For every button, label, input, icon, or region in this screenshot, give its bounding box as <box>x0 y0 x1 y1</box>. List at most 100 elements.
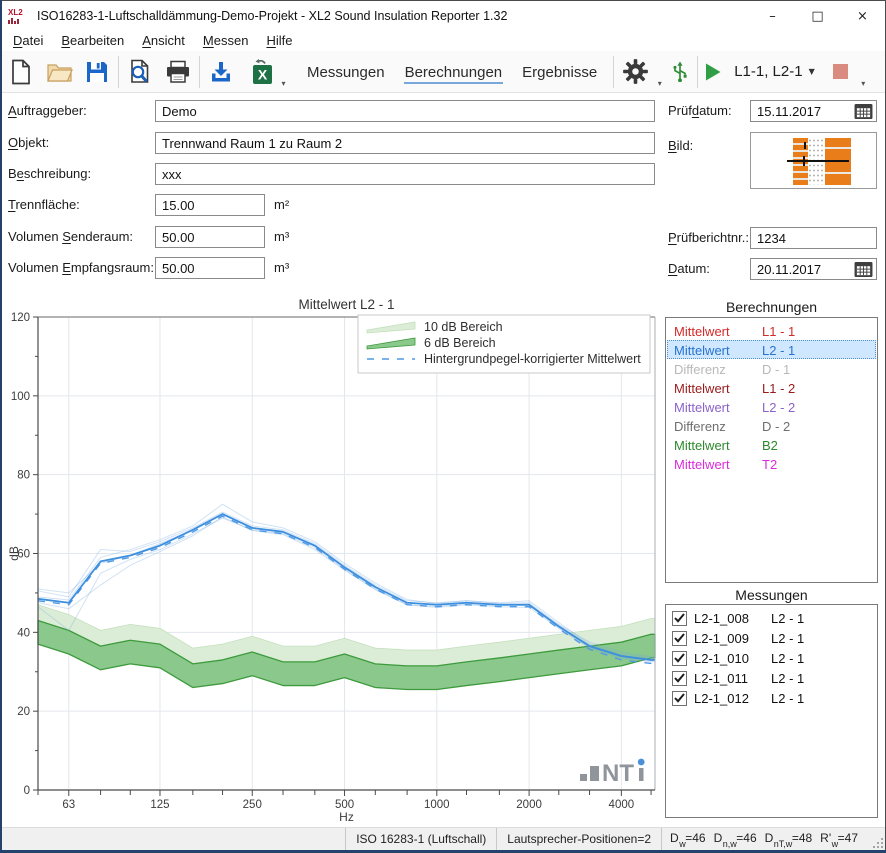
messung-checkbox[interactable] <box>672 691 687 706</box>
messung-checkbox[interactable] <box>672 671 687 686</box>
maximize-button[interactable]: □ <box>795 1 840 31</box>
messungen-list: L2-1_008L2 - 1L2-1_009L2 - 1L2-1_010L2 -… <box>665 604 878 818</box>
datum-calendar-icon[interactable] <box>853 260 874 278</box>
measurement-selector[interactable]: L1-1, L2-1 <box>734 63 802 80</box>
berechnung-row[interactable]: MittelwertT2 <box>667 454 876 473</box>
messung-row[interactable]: L2-1_010L2 - 1 <box>666 648 877 668</box>
messung-target: L2 - 1 <box>771 651 804 666</box>
beschreibung-input[interactable] <box>155 163 655 185</box>
tab-berechnungen[interactable]: Berechnungen <box>395 58 513 86</box>
chart-title: Mittelwert L2 - 1 <box>298 297 394 312</box>
window-controls: – □ × <box>750 1 885 31</box>
close-button[interactable]: × <box>840 1 885 31</box>
berechnung-row[interactable]: MittelwertB2 <box>667 435 876 454</box>
window-title: ISO16283-1-Luftschalldämmung-Demo-Projek… <box>37 9 507 23</box>
play-button[interactable] <box>700 53 726 91</box>
messung-target: L2 - 1 <box>771 611 804 626</box>
messung-name: L2-1_012 <box>694 691 771 706</box>
import-measurements-button[interactable] <box>202 53 240 91</box>
pruefdatum-label: Prüfdatum: <box>668 100 732 122</box>
chart-svg: 02040608010012063125250500100020004000Mi… <box>8 295 658 825</box>
excel-export-button[interactable]: X <box>240 53 278 91</box>
toolbar-separator <box>199 56 200 88</box>
berechnung-type: Mittelwert <box>668 455 762 472</box>
toolbar-overflow-chevron[interactable]: ▾ <box>278 54 289 90</box>
berechnung-id: L1 - 2 <box>762 379 875 396</box>
minimize-button[interactable]: – <box>750 1 795 31</box>
pruefberichtnr-input[interactable] <box>750 227 877 249</box>
auftraggeber-input[interactable] <box>155 100 655 122</box>
wall-dimension-line <box>787 160 849 162</box>
berechnung-row[interactable]: MittelwertL1 - 1 <box>667 321 876 340</box>
toolbar-overflow-chevron[interactable]: ▾ <box>654 54 665 90</box>
svg-text:80: 80 <box>17 470 30 482</box>
settings-button[interactable] <box>616 53 654 91</box>
selector-dropdown-icon[interactable]: ▼ <box>809 67 815 76</box>
usb-device-button[interactable] <box>665 53 695 91</box>
berechnung-id: D - 2 <box>762 417 875 434</box>
app-icon-bars <box>8 18 19 24</box>
datum-label: Datum: <box>668 258 710 280</box>
excel-export-icon: X <box>246 59 273 85</box>
berechnung-id: B2 <box>762 436 875 453</box>
berechnung-row[interactable]: MittelwertL2 - 2 <box>667 397 876 416</box>
open-project-button[interactable] <box>40 53 78 91</box>
import-download-icon <box>209 60 233 84</box>
messung-row[interactable]: L2-1_008L2 - 1 <box>666 608 877 628</box>
berechnung-row[interactable]: MittelwertL2 - 1 <box>667 340 876 359</box>
berechnung-row[interactable]: MittelwertL1 - 2 <box>667 378 876 397</box>
messung-row[interactable]: L2-1_011L2 - 1 <box>666 668 877 688</box>
tab-messungen[interactable]: Messungen <box>297 58 395 86</box>
toolbar-overflow-chevron[interactable]: ▾ <box>858 54 869 90</box>
berechnung-id: L2 - 1 <box>762 341 875 358</box>
objekt-input[interactable] <box>155 132 655 154</box>
svg-text:125: 125 <box>150 799 169 811</box>
wall-top-mark <box>804 142 806 149</box>
berechnung-row[interactable]: DifferenzD - 1 <box>667 359 876 378</box>
stop-button[interactable] <box>833 64 848 79</box>
print-button[interactable] <box>159 53 197 91</box>
window-border-top <box>0 0 886 1</box>
menu-messen[interactable]: Messen <box>194 31 258 50</box>
menu-datei[interactable]: Datei <box>4 31 52 50</box>
menu-ansicht[interactable]: Ansicht <box>133 31 194 50</box>
volumen-senderaum-label: Volumen Senderaum: <box>8 226 133 248</box>
berechnungen-title: Berechnungen <box>665 299 878 315</box>
messung-checkbox[interactable] <box>672 611 687 626</box>
messung-name: L2-1_009 <box>694 631 771 646</box>
print-preview-button[interactable] <box>121 53 159 91</box>
messung-checkbox[interactable] <box>672 631 687 646</box>
level-chart: 02040608010012063125250500100020004000Mi… <box>8 295 658 825</box>
volumen-senderaum-unit: m³ <box>274 226 289 248</box>
trennflaeche-input[interactable] <box>155 194 265 216</box>
berechnung-type: Mittelwert <box>668 398 762 415</box>
new-project-button[interactable] <box>2 53 40 91</box>
title-bar: XL2 ISO16283-1-Luftschalldämmung-Demo-Pr… <box>2 1 885 31</box>
print-preview-icon <box>128 59 152 85</box>
menu-hilfe[interactable]: Hilfe <box>257 31 301 50</box>
bild-image[interactable] <box>750 132 877 189</box>
berechnung-row[interactable]: DifferenzD - 2 <box>667 416 876 435</box>
messung-row[interactable]: L2-1_009L2 - 1 <box>666 628 877 648</box>
resize-grip[interactable] <box>872 830 885 850</box>
menu-bar: Datei Bearbeiten Ansicht Messen Hilfe <box>2 30 885 51</box>
bild-label: Bild: <box>668 135 693 157</box>
toolbar-separator <box>613 56 614 88</box>
trennflaeche-label: Trennfläche: <box>8 194 80 216</box>
rating-value: Dn,w=46 <box>714 831 757 847</box>
tab-ergebnisse[interactable]: Ergebnisse <box>512 58 607 86</box>
toolbar-separator <box>697 56 698 88</box>
menu-bearbeiten[interactable]: Bearbeiten <box>52 31 133 50</box>
volumen-empfangsraum-label: Volumen Empfangsraum: <box>8 257 154 279</box>
messungen-title: Messungen <box>665 587 878 603</box>
status-iso-standard: ISO 16283-1 (Luftschall) <box>346 832 496 846</box>
messung-target: L2 - 1 <box>771 691 804 706</box>
volumen-senderaum-input[interactable] <box>155 226 265 248</box>
messung-checkbox[interactable] <box>672 651 687 666</box>
volumen-empfangsraum-input[interactable] <box>155 257 265 279</box>
save-project-button[interactable] <box>78 53 116 91</box>
printer-icon <box>165 60 191 84</box>
messung-row[interactable]: L2-1_012L2 - 1 <box>666 688 877 708</box>
berechnung-type: Mittelwert <box>668 379 762 396</box>
pruefdatum-calendar-icon[interactable] <box>853 102 874 120</box>
